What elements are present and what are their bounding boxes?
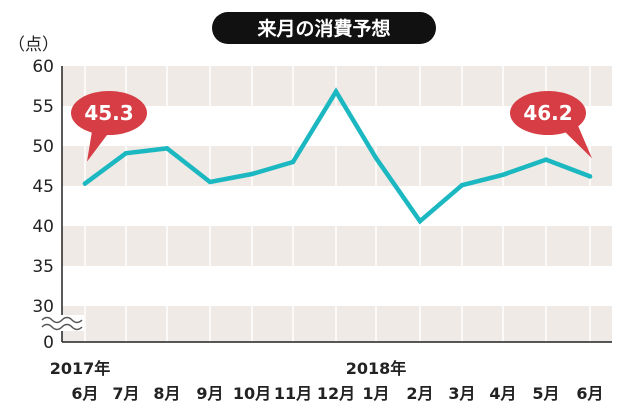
callout-0: 45.3 bbox=[71, 91, 147, 162]
y-tick-label: 35 bbox=[32, 257, 54, 277]
month-label: 6月 bbox=[71, 384, 98, 403]
y-tick-label: 55 bbox=[32, 97, 54, 117]
data-point bbox=[123, 151, 129, 156]
data-series bbox=[82, 87, 593, 225]
chart-vertical-lines bbox=[84, 66, 591, 342]
data-point bbox=[459, 183, 465, 188]
callout-bubble bbox=[71, 91, 147, 135]
axis-break-mark bbox=[41, 316, 83, 324]
y-tick-label: 40 bbox=[32, 217, 54, 237]
data-point bbox=[164, 146, 170, 151]
chart-title: 来月の消費予想 bbox=[257, 17, 390, 40]
month-label: 6月 bbox=[576, 384, 603, 403]
x-tick-labels: 2017年 2018年 6月 7月 8月 9月 10月 11月 12月 1月 2月 3月 4月 5月 6月 bbox=[50, 359, 604, 403]
month-label: 3月 bbox=[448, 384, 475, 403]
data-point bbox=[373, 155, 379, 161]
month-label: 9月 bbox=[196, 384, 223, 403]
band-bottom bbox=[62, 306, 612, 342]
data-point bbox=[207, 179, 213, 185]
month-label: 11月 bbox=[274, 384, 312, 403]
chart-axis bbox=[40, 66, 612, 343]
data-point bbox=[333, 89, 339, 94]
month-label: 1月 bbox=[362, 384, 389, 403]
chart-title-box: 来月の消費予想 bbox=[212, 12, 436, 44]
month-label: 8月 bbox=[153, 384, 180, 403]
y-tick-label: 45 bbox=[32, 177, 54, 197]
callout-labels: 45.3 46.2 bbox=[71, 91, 592, 162]
band-1 bbox=[62, 146, 612, 186]
month-label: 7月 bbox=[112, 384, 139, 403]
year-label: 2017年 bbox=[50, 359, 111, 378]
month-label: 12月 bbox=[317, 384, 355, 403]
chart-bands bbox=[62, 66, 612, 342]
month-label: 2月 bbox=[406, 384, 433, 403]
y-tick-label: 30 bbox=[32, 297, 54, 317]
callout-1: 46.2 bbox=[510, 91, 592, 159]
y-tick-label: 0 bbox=[43, 333, 54, 353]
data-point bbox=[290, 159, 296, 165]
y-tick-label: 60 bbox=[32, 57, 54, 77]
callout-value: 46.2 bbox=[523, 101, 572, 125]
data-point bbox=[82, 181, 88, 186]
band-2 bbox=[62, 226, 612, 266]
y-tick-label: 50 bbox=[32, 137, 54, 157]
callout-value: 45.3 bbox=[84, 101, 133, 125]
data-point bbox=[417, 219, 423, 224]
data-point bbox=[500, 172, 506, 177]
month-label: 4月 bbox=[489, 384, 516, 403]
data-point bbox=[543, 157, 549, 162]
axis-break-mark bbox=[41, 323, 83, 331]
month-label: 10月 bbox=[233, 384, 271, 403]
year-label: 2018年 bbox=[346, 359, 407, 378]
callout-bubble bbox=[510, 91, 586, 135]
month-label: 5月 bbox=[532, 384, 559, 403]
data-point bbox=[249, 171, 255, 177]
y-axis-unit-label: （点） bbox=[8, 35, 59, 55]
y-tick-labels: 60 55 50 45 40 35 30 0 bbox=[32, 57, 54, 353]
data-point bbox=[587, 174, 593, 179]
